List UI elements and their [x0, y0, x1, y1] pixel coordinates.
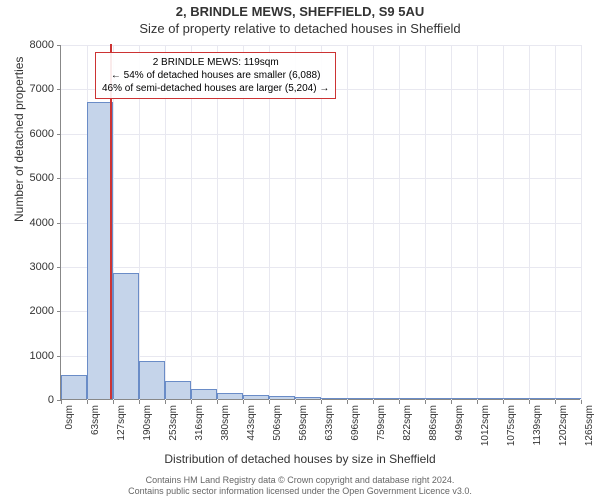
xtick-label: 822sqm: [402, 405, 413, 441]
ytick-label: 7000: [14, 83, 54, 95]
xtick-label: 1202sqm: [558, 405, 569, 446]
xtick-mark: [477, 400, 478, 404]
gridline-v: [555, 45, 556, 400]
histogram-bar: [165, 381, 191, 399]
ytick-label: 5000: [14, 172, 54, 184]
ytick-mark: [57, 89, 61, 90]
xtick-mark: [581, 400, 582, 404]
histogram-bar: [425, 398, 451, 399]
xtick-label: 886sqm: [428, 405, 439, 441]
ytick-label: 2000: [14, 305, 54, 317]
xtick-mark: [113, 400, 114, 404]
xtick-label: 949sqm: [454, 405, 465, 441]
gridline-v: [399, 45, 400, 400]
histogram-bar: [555, 398, 581, 399]
ytick-mark: [57, 356, 61, 357]
xtick-mark: [555, 400, 556, 404]
xtick-mark: [321, 400, 322, 404]
annotation-box: 2 BRINDLE MEWS: 119sqm ← 54% of detached…: [95, 52, 336, 99]
ytick-label: 6000: [14, 128, 54, 140]
chart-title-area: 2, BRINDLE MEWS, SHEFFIELD, S9 5AU Size …: [0, 0, 600, 36]
ytick-label: 0: [14, 394, 54, 406]
xtick-mark: [295, 400, 296, 404]
xtick-label: 1075sqm: [506, 405, 517, 446]
xtick-mark: [503, 400, 504, 404]
ytick-mark: [57, 178, 61, 179]
ytick-mark: [57, 223, 61, 224]
histogram-bar: [61, 375, 87, 399]
histogram-bar: [295, 397, 321, 399]
xtick-mark: [243, 400, 244, 404]
ytick-label: 8000: [14, 39, 54, 51]
ytick-label: 4000: [14, 217, 54, 229]
title-subtitle: Size of property relative to detached ho…: [0, 21, 600, 36]
histogram-bar: [113, 273, 139, 399]
gridline-v: [425, 45, 426, 400]
ytick-label: 3000: [14, 261, 54, 273]
histogram-bar: [451, 398, 477, 399]
xtick-label: 1265sqm: [584, 405, 595, 446]
title-address: 2, BRINDLE MEWS, SHEFFIELD, S9 5AU: [0, 4, 600, 19]
xtick-mark: [347, 400, 348, 404]
xtick-label: 443sqm: [246, 405, 257, 441]
gridline-v: [477, 45, 478, 400]
xtick-mark: [373, 400, 374, 404]
xtick-label: 0sqm: [64, 405, 75, 429]
xtick-mark: [61, 400, 62, 404]
xtick-label: 759sqm: [376, 405, 387, 441]
xtick-mark: [269, 400, 270, 404]
histogram-bar: [191, 389, 217, 399]
xtick-mark: [87, 400, 88, 404]
histogram-bar: [347, 398, 373, 399]
histogram-bar: [503, 398, 529, 399]
histogram-bar: [477, 398, 503, 399]
gridline-v: [529, 45, 530, 400]
x-axis-label: Distribution of detached houses by size …: [0, 452, 600, 466]
ytick-mark: [57, 134, 61, 135]
ytick-mark: [57, 267, 61, 268]
footer-attribution: Contains HM Land Registry data © Crown c…: [0, 475, 600, 497]
footer-line2: Contains public sector information licen…: [0, 486, 600, 497]
xtick-mark: [425, 400, 426, 404]
gridline-v: [581, 45, 582, 400]
annotation-line2: ← 54% of detached houses are smaller (6,…: [102, 69, 329, 82]
xtick-label: 127sqm: [116, 405, 127, 441]
footer-line1: Contains HM Land Registry data © Crown c…: [0, 475, 600, 486]
xtick-label: 1139sqm: [532, 405, 543, 445]
xtick-label: 253sqm: [168, 405, 179, 441]
ytick-label: 1000: [14, 350, 54, 362]
xtick-mark: [451, 400, 452, 404]
xtick-mark: [529, 400, 530, 404]
xtick-label: 1012sqm: [480, 405, 491, 446]
histogram-bar: [529, 398, 555, 399]
xtick-label: 569sqm: [298, 405, 309, 441]
xtick-mark: [165, 400, 166, 404]
histogram-bar: [399, 398, 425, 399]
histogram-bar: [373, 398, 399, 399]
xtick-label: 380sqm: [220, 405, 231, 441]
annotation-line1: 2 BRINDLE MEWS: 119sqm: [102, 56, 329, 69]
xtick-label: 633sqm: [324, 405, 335, 441]
xtick-label: 63sqm: [90, 405, 101, 435]
histogram-bar: [243, 395, 269, 399]
xtick-label: 696sqm: [350, 405, 361, 441]
xtick-label: 316sqm: [194, 405, 205, 441]
annotation-line3: 46% of semi-detached houses are larger (…: [102, 82, 329, 95]
gridline-v: [347, 45, 348, 400]
ytick-mark: [57, 311, 61, 312]
gridline-v: [503, 45, 504, 400]
xtick-mark: [139, 400, 140, 404]
histogram-bar: [269, 396, 295, 399]
xtick-label: 506sqm: [272, 405, 283, 441]
histogram-bar: [217, 393, 243, 399]
histogram-bar: [321, 398, 347, 399]
histogram-bar: [139, 361, 165, 399]
xtick-mark: [191, 400, 192, 404]
xtick-mark: [217, 400, 218, 404]
gridline-v: [451, 45, 452, 400]
gridline-v: [373, 45, 374, 400]
xtick-label: 190sqm: [142, 405, 153, 441]
ytick-mark: [57, 45, 61, 46]
xtick-mark: [399, 400, 400, 404]
